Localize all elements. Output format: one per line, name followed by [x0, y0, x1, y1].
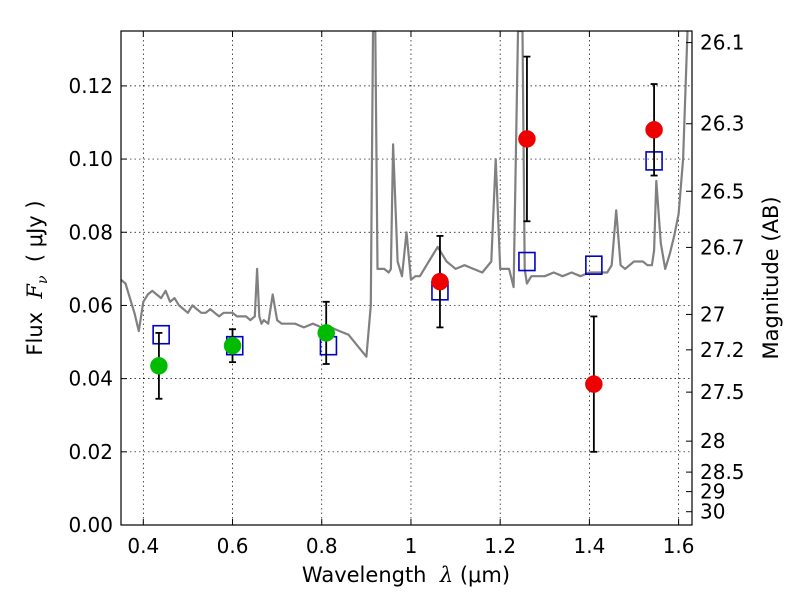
y-tick-label: 0.12	[68, 74, 113, 98]
model-point	[152, 324, 170, 345]
y-tick-label: 0.02	[68, 440, 113, 464]
x-tick-label: 1.6	[663, 534, 695, 558]
mag-tick-label: 26.3	[700, 112, 745, 136]
y2-axis-label: Magnitude (AB)	[759, 196, 783, 359]
photometry-point	[431, 272, 449, 291]
mag-tick-label: 30	[700, 500, 725, 524]
ticks: 0.4 0.6 0.8 1 1.2 1.4 1.6 0.00 0.02 0.04 0.06 0.08 0…	[68, 31, 744, 558]
plot-frame	[120, 30, 693, 526]
x-tick-label: 1.2	[484, 534, 516, 558]
x-tick-label: 1	[405, 534, 418, 558]
mag-tick-label: 28	[700, 429, 725, 453]
photometry-point	[585, 375, 603, 393]
photometry-point	[150, 357, 168, 375]
photometry-point	[518, 130, 536, 148]
y-axis-unit: ( μJy )	[23, 200, 47, 275]
y-axis-label: Flux Fν ( μJy )	[23, 200, 51, 355]
x-tick-label: 1.4	[573, 534, 605, 558]
mag-tick-label: 26.5	[700, 179, 745, 203]
photometry-point	[645, 121, 663, 139]
y-axis-subscript: ν	[35, 275, 51, 284]
spectrum-line	[121, 31, 689, 358]
mag-tick-label: 26.7	[700, 235, 745, 259]
y-axis-label-prefix: Flux	[23, 299, 47, 356]
mag-tick-label: 27.5	[700, 380, 745, 404]
mag-tick-label: 28.5	[700, 460, 745, 484]
x-axis-unit: (μm)	[453, 563, 510, 587]
y-tick-label: 0.00	[68, 513, 113, 537]
plot-content	[121, 31, 689, 453]
y-tick-label: 0.04	[68, 367, 113, 391]
y-tick-label: 0.10	[68, 147, 113, 171]
x-axis-symbol: λ	[439, 563, 453, 587]
model-point	[585, 255, 603, 275]
mag-tick-label: 27	[700, 302, 725, 326]
x-tick-label: 0.8	[306, 534, 338, 558]
x-tick-label: 0.6	[217, 534, 249, 558]
mag-tick-label: 27.2	[700, 338, 745, 362]
y-tick-label: 0.08	[68, 220, 113, 244]
x-axis-label: Wavelength λ (μm)	[302, 563, 510, 587]
mag-tick-label: 26.1	[700, 31, 745, 55]
y-tick-label: 0.06	[68, 293, 113, 317]
photometry-point	[317, 324, 335, 342]
x-tick-label: 0.4	[127, 534, 159, 558]
x-axis-label-prefix: Wavelength	[302, 563, 440, 587]
y-axis-symbol: F	[23, 283, 47, 300]
photometry-point	[223, 336, 242, 355]
model-point	[518, 251, 536, 272]
mag-tick-label: 29	[700, 480, 725, 504]
